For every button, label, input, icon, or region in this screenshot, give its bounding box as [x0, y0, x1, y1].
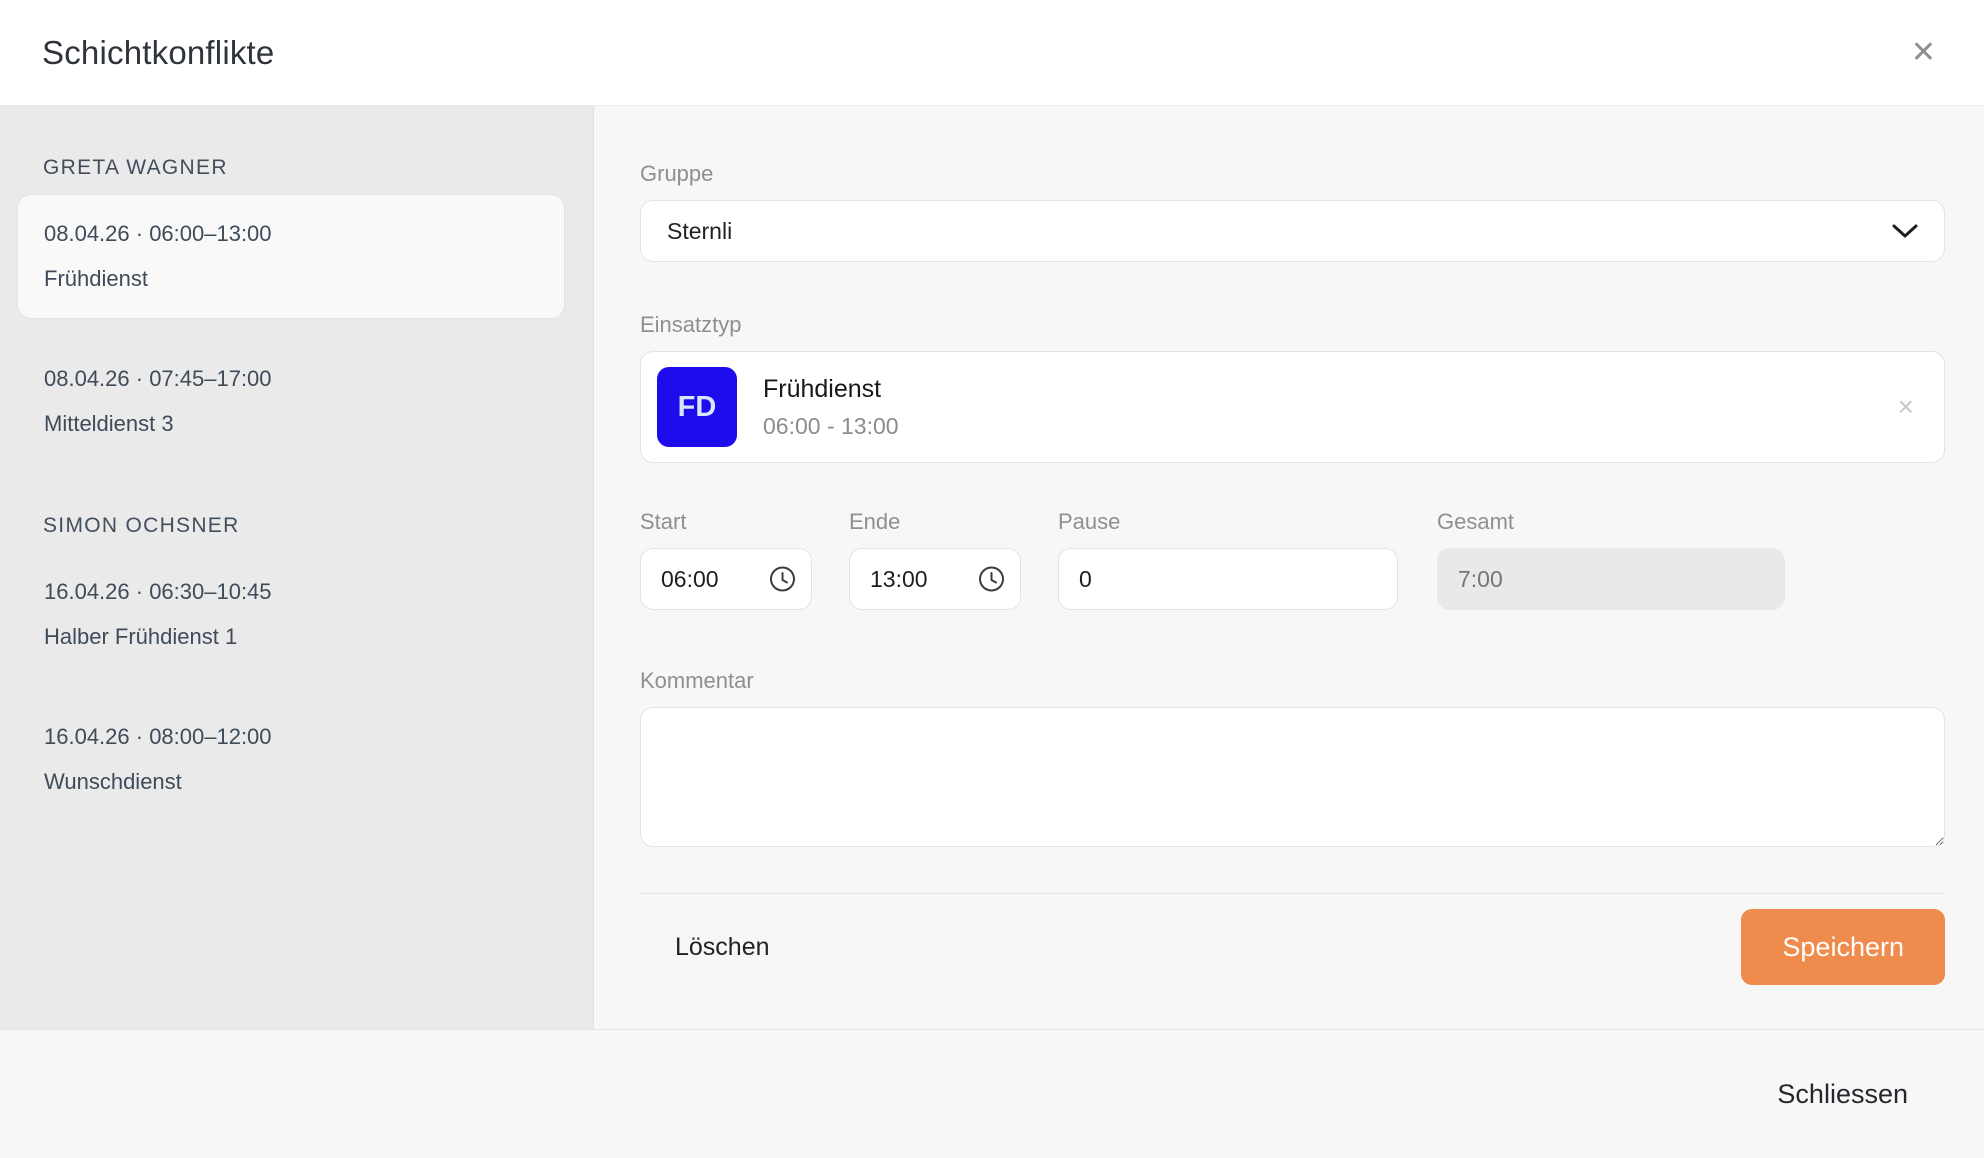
conflict-sidebar: GRETA WAGNER 08.04.26 · 06:00–13:00 Früh… [0, 106, 594, 1029]
conflict-group: SIMON OCHSNER 16.04.26 · 06:30–10:45 Hal… [17, 514, 565, 822]
form-actions-divider [640, 893, 1945, 894]
conflict-item[interactable]: 16.04.26 · 08:00–12:00 Wunschdienst [17, 697, 565, 822]
gesamt-label: Gesamt [1437, 509, 1515, 534]
conflict-item[interactable]: 08.04.26 · 07:45–17:00 Mitteldienst 3 [17, 339, 565, 464]
conflict-date-time: 16.04.26 · 06:30–10:45 [44, 579, 272, 604]
close-dialog-button[interactable]: Schliessen [1760, 1069, 1925, 1120]
conflict-shift-name: Halber Frühdienst 1 [44, 624, 238, 649]
ende-label: Ende [849, 509, 901, 534]
gruppe-selected-value: Sternli [667, 217, 733, 244]
conflict-shift-name: Wunschdienst [44, 769, 182, 794]
delete-button[interactable]: Löschen [675, 923, 770, 972]
form-actions: Löschen Speichern [640, 909, 1945, 985]
clock-icon[interactable] [978, 566, 1005, 593]
chevron-down-icon [1892, 224, 1918, 237]
pause-input[interactable] [1058, 548, 1398, 610]
start-label: Start [640, 509, 687, 534]
conflict-date-time: 08.04.26 · 06:00–13:00 [44, 221, 272, 246]
remove-einsatztyp-icon[interactable]: × [1894, 389, 1918, 425]
gruppe-label: Gruppe [640, 161, 714, 186]
save-button[interactable]: Speichern [1741, 909, 1945, 985]
conflict-group: GRETA WAGNER 08.04.26 · 06:00–13:00 Früh… [17, 156, 565, 464]
pause-label: Pause [1058, 509, 1121, 534]
ende-field-group: Ende [849, 509, 1021, 610]
kommentar-label: Kommentar [640, 668, 754, 693]
gruppe-select[interactable]: Sternli [640, 200, 1945, 262]
einsatztyp-card: FD Frühdienst 06:00 - 13:00 × [640, 351, 1945, 463]
shift-type-badge: FD [657, 367, 737, 447]
dialog-footer: Schliessen [0, 1029, 1984, 1158]
conflict-shift-name: Frühdienst [44, 266, 148, 291]
clock-icon[interactable] [769, 566, 796, 593]
dialog-body: GRETA WAGNER 08.04.26 · 06:00–13:00 Früh… [0, 106, 1984, 1029]
dialog-header: Schichtkonflikte ✕ [0, 0, 1984, 106]
times-row: Start Ende [640, 509, 1945, 610]
conflict-date-time: 08.04.26 · 07:45–17:00 [44, 366, 272, 391]
gesamt-readonly-input [1437, 548, 1785, 610]
conflict-date-time: 16.04.26 · 08:00–12:00 [44, 724, 272, 749]
person-name: GRETA WAGNER [43, 156, 228, 179]
shift-type-name: Frühdienst [763, 374, 882, 403]
einsatztyp-label: Einsatztyp [640, 312, 742, 337]
conflict-item[interactable]: 16.04.26 · 06:30–10:45 Halber Frühdienst… [17, 552, 565, 677]
shift-type-info: Frühdienst 06:00 - 13:00 [763, 375, 899, 440]
shift-type-time: 06:00 - 13:00 [763, 412, 899, 439]
pause-field-group: Pause [1058, 509, 1398, 610]
conflict-item-selected[interactable]: 08.04.26 · 06:00–13:00 Frühdienst [17, 194, 565, 319]
dialog-title: Schichtkonflikte [42, 33, 275, 71]
close-icon[interactable]: ✕ [1905, 32, 1942, 74]
conflict-shift-name: Mitteldienst 3 [44, 411, 174, 436]
shift-form: Gruppe Sternli Einsatztyp FD Frühdienst … [594, 106, 1984, 1029]
kommentar-textarea[interactable] [640, 707, 1945, 847]
start-field-group: Start [640, 509, 812, 610]
gesamt-field-group: Gesamt [1437, 509, 1785, 610]
person-name: SIMON OCHSNER [43, 514, 240, 537]
